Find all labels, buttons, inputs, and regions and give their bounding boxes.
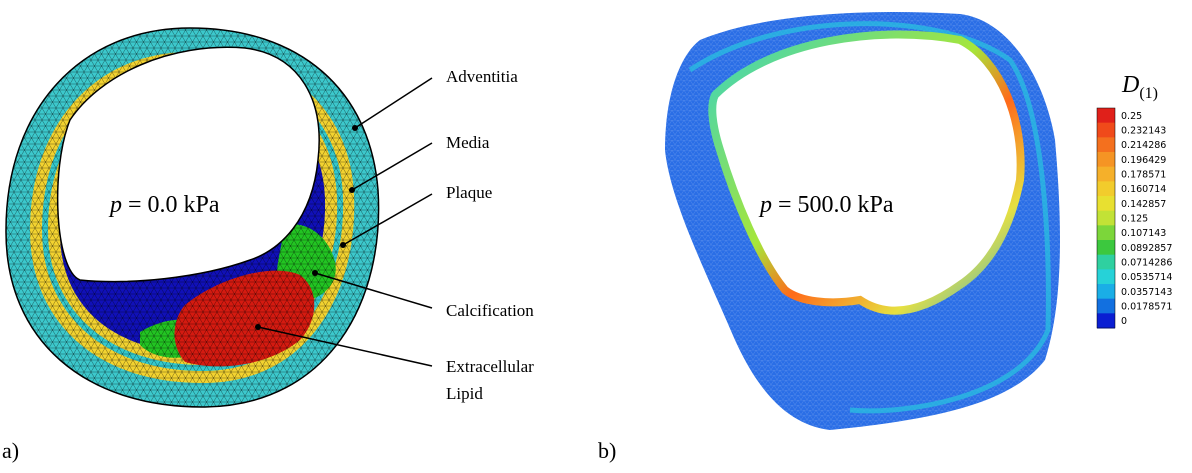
colorbar-label: 0.214286 — [1121, 140, 1166, 151]
colorbar-band — [1097, 181, 1115, 196]
colorbar-label: 0.142857 — [1121, 199, 1166, 210]
colorbar-label: 0.0892857 — [1121, 243, 1172, 254]
label: Media — [446, 133, 490, 152]
colorbar: 0.25 0.232143 0.214286 0.196429 0.178571 0.16… — [1097, 108, 1172, 329]
colorbar-label: 0.0535714 — [1121, 272, 1172, 283]
colorbar-band — [1097, 211, 1115, 226]
colorbar-band — [1097, 313, 1115, 328]
panel-tag: b) — [598, 438, 616, 463]
colorbar-band — [1097, 284, 1115, 299]
artery-b — [665, 12, 1060, 430]
colorbar-band — [1097, 240, 1115, 255]
colorbar-band — [1097, 299, 1115, 314]
colorbar-label: 0.160714 — [1121, 184, 1166, 195]
panel-tag: a) — [2, 438, 19, 463]
colorbar-band — [1097, 167, 1115, 182]
colorbar-label: 0.0714286 — [1121, 258, 1172, 269]
colorbar-label: 0.107143 — [1121, 228, 1166, 239]
colorbar-label: 0.25 — [1121, 111, 1142, 122]
pressure: p = 500.0 kPa — [758, 192, 894, 218]
colorbar-band — [1097, 108, 1115, 123]
colorbar-label: 0.232143 — [1121, 126, 1166, 137]
colorbar-band — [1097, 225, 1115, 240]
label: Plaque — [446, 183, 492, 202]
colorbar-label: 0.196429 — [1121, 155, 1166, 166]
colorbar-band — [1097, 196, 1115, 211]
pressure: p = 0.0 kPa — [108, 192, 220, 218]
figure: Adventitia Media Plaque Calcification Ex… — [0, 0, 1192, 468]
colorbar-label: 0.0178571 — [1121, 302, 1172, 313]
label: Adventitia — [446, 67, 518, 86]
label: Extracellular — [446, 357, 534, 376]
colorbar-band — [1097, 269, 1115, 284]
colorbar-label: 0 — [1121, 316, 1127, 327]
label: Calcification — [446, 301, 534, 320]
colorbar-label: 0.125 — [1121, 214, 1148, 225]
colorbar-band — [1097, 255, 1115, 270]
colorbar-band — [1097, 152, 1115, 167]
colorbar-band — [1097, 137, 1115, 152]
label: Lipid — [446, 384, 483, 403]
colorbar-title: D(1) — [1121, 72, 1158, 102]
colorbar-band — [1097, 123, 1115, 138]
colorbar-label: 0.178571 — [1121, 170, 1166, 181]
colorbar-label: 0.0357143 — [1121, 287, 1172, 298]
